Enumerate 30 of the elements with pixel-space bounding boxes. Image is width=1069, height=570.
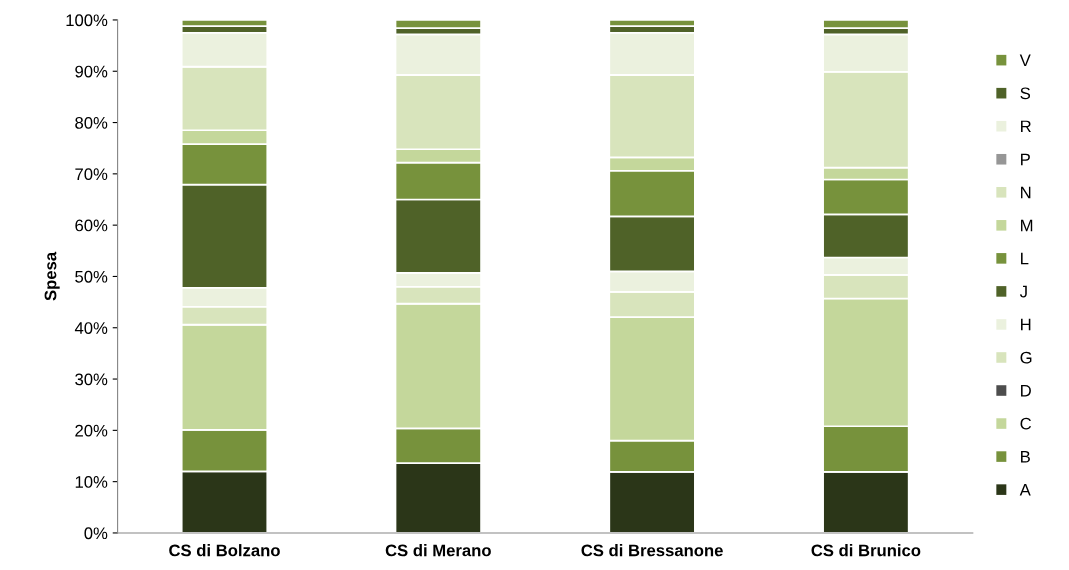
x-tick-label: CS di Bolzano	[169, 544, 280, 557]
y-tick-label: 60%	[75, 219, 108, 232]
y-tick-label: 30%	[75, 373, 108, 386]
legend-label: M	[1021, 219, 1033, 232]
legend-label: B	[1021, 450, 1030, 463]
y-tick-label: 10%	[75, 476, 108, 488]
legend-label: D	[1021, 384, 1031, 397]
legend-label: V	[1019, 54, 1031, 67]
legend-label: S	[1020, 87, 1031, 100]
legend-label: R	[1021, 120, 1031, 133]
y-tick-label: 50%	[75, 270, 108, 283]
legend-label: J	[1019, 285, 1027, 298]
legend-label: A	[1019, 484, 1031, 496]
legend-label: N	[1021, 186, 1031, 199]
legend-label: C	[1020, 417, 1032, 430]
y-tick-label: 20%	[75, 424, 108, 437]
y-tick-label: 0%	[84, 527, 108, 540]
legend-label: L	[1021, 252, 1029, 265]
legend-label: H	[1021, 318, 1031, 331]
y-tick-label: 100%	[66, 14, 108, 27]
y-tick-label: 90%	[75, 65, 108, 78]
y-tick-label: 40%	[74, 322, 108, 334]
x-tick-label: CS di Merano	[385, 544, 491, 557]
y-tick-label: 80%	[75, 116, 108, 129]
y-axis-title: Spesa	[44, 251, 60, 301]
legend-label: P	[1021, 153, 1030, 166]
y-tick-label: 70%	[75, 168, 108, 181]
x-tick-label: CS di Brunico	[811, 544, 921, 557]
legend-label: G	[1020, 351, 1032, 364]
x-tick-label: CS di Bressanone	[581, 544, 723, 557]
